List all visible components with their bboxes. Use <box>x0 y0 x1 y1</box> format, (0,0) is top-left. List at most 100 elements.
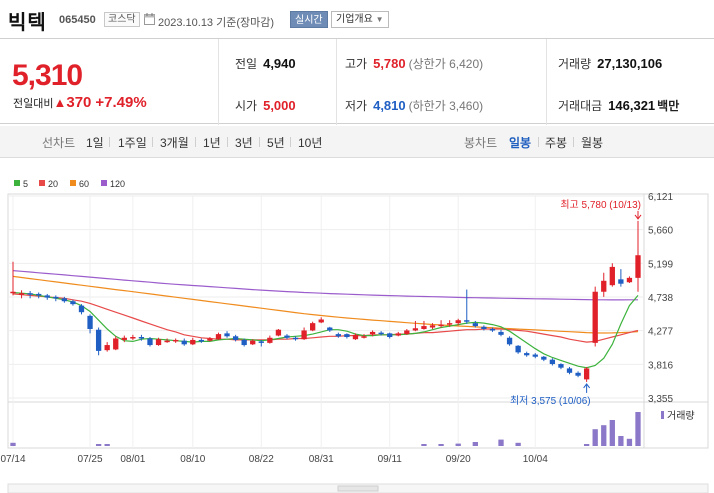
divider <box>227 137 228 147</box>
candle-body <box>275 329 282 336</box>
tab-daily[interactable]: 일봉 <box>509 136 532 150</box>
price-plot-frame <box>7 193 709 403</box>
volume-bar <box>601 425 607 446</box>
divider <box>573 137 574 147</box>
stock-name: 빅텍 <box>8 12 47 34</box>
legend-swatch <box>39 180 45 186</box>
candle-body <box>138 337 145 339</box>
legend-swatch <box>70 180 76 186</box>
candle-body <box>78 305 85 313</box>
legend-label: 20 <box>48 179 58 189</box>
candle-body <box>566 368 573 373</box>
tab-10y[interactable]: 10년 <box>298 136 323 150</box>
volume-bar <box>635 412 641 446</box>
line-chart-label: 선차트 <box>42 136 76 150</box>
candle-body <box>498 331 504 335</box>
calendar-icon <box>144 13 155 25</box>
chart-canvas: 6,121 5,660 5,199 4,738 4,277 3,816 3,355 07/14… <box>0 179 709 493</box>
ma60-line <box>12 275 639 334</box>
y-tick-label: 3,816 <box>648 360 673 371</box>
candle-body <box>524 353 530 356</box>
candle-body <box>395 333 401 336</box>
candle-body <box>121 337 127 340</box>
tab-weekly[interactable]: 주봉 <box>545 136 568 150</box>
ma120-line <box>12 270 638 301</box>
overview-label: 기업개요 <box>336 14 373 25</box>
candle-body <box>549 359 556 365</box>
candle-body <box>232 336 239 340</box>
candlestick-chart[interactable]: 6,121 5,660 5,199 4,738 4,277 3,816 3,355 07/14… <box>0 158 714 493</box>
x-tick-label: 09/20 <box>446 454 471 465</box>
candle-body <box>387 333 393 338</box>
tab-monthly[interactable]: 월봉 <box>581 136 604 150</box>
ma5-line <box>12 291 639 369</box>
divider <box>546 39 547 125</box>
up-triangle-icon: ▲ <box>53 95 67 110</box>
tab-1w[interactable]: 1주일 <box>118 136 147 150</box>
candle-body <box>95 329 102 351</box>
candle-body <box>618 279 624 284</box>
candle-body <box>198 339 205 342</box>
open-price: 시가 5,000 <box>235 97 296 114</box>
low-label: 저가 <box>345 99 368 113</box>
candle-body <box>10 291 16 294</box>
candle-body <box>541 356 547 360</box>
volume-label: 거래량 <box>558 57 592 71</box>
date-suffix: 기준(장마감) <box>216 17 275 29</box>
tab-1y[interactable]: 1년 <box>203 136 221 150</box>
tab-3m[interactable]: 3개월 <box>160 136 189 150</box>
low-annotation: 최저 3,575 (10/06) <box>510 395 591 407</box>
volume-legend-label: 거래량 <box>667 410 695 422</box>
volume-bar <box>455 443 461 446</box>
divider <box>259 137 260 147</box>
divider <box>290 137 291 147</box>
tab-5y[interactable]: 5년 <box>267 136 285 150</box>
candle-body <box>104 345 110 351</box>
candle-body <box>558 364 564 368</box>
high-label: 고가 <box>345 57 368 71</box>
y-tick-label: 5,199 <box>648 259 673 270</box>
realtime-button[interactable]: 실시간 <box>290 11 328 28</box>
candle-body <box>344 334 350 338</box>
scrollbar-handle <box>337 485 379 492</box>
candle-body <box>310 323 316 331</box>
legend-label: 5 <box>23 179 28 189</box>
divider <box>109 137 110 147</box>
candle-body <box>635 255 641 278</box>
candle-body <box>207 338 213 341</box>
market-badge: 코스닥 <box>104 12 140 27</box>
candle-body <box>318 319 324 323</box>
candle-body <box>250 340 256 345</box>
candle-body <box>147 338 153 346</box>
candle-body <box>61 298 68 302</box>
candle-body <box>284 335 290 338</box>
tab-3y[interactable]: 3년 <box>235 136 253 150</box>
candle-body <box>335 334 341 337</box>
candle-body <box>44 295 50 298</box>
base-date: 2023.10.13 기준(장마감) <box>158 14 274 30</box>
candle-body <box>455 320 461 324</box>
company-overview-dropdown[interactable]: 기업개요 ▼ <box>331 11 389 28</box>
candle-body <box>421 326 427 329</box>
amount-label: 거래대금 <box>558 99 603 113</box>
legend-label: 120 <box>110 179 125 189</box>
candle-body <box>301 330 307 340</box>
candle-body <box>18 293 25 295</box>
candle-body <box>472 323 478 327</box>
x-tick-label: 08/31 <box>309 454 334 465</box>
price-summary: 5,310 전일대비▲370 +7.49% 전일 4,940 시가 5,000 고가 5… <box>0 38 714 125</box>
volume-bar <box>10 442 16 446</box>
tab-1d[interactable]: 1일 <box>86 136 104 150</box>
candle-body <box>369 331 376 335</box>
volume-bar <box>609 420 615 446</box>
candle-body <box>190 339 196 345</box>
candle-body <box>224 333 230 337</box>
chart-period-tabs: 선차트 1일 1주일 3개월 1년 3년 5년 10년 봉차트 일봉 주봉 월봉 <box>0 126 714 158</box>
amount-unit: 백만 <box>657 99 680 113</box>
y-tick-label: 5,660 <box>648 226 673 237</box>
x-tick-label: 09/11 <box>378 454 403 465</box>
candle-body <box>327 327 333 331</box>
volume-bar <box>515 442 521 446</box>
candle-body <box>575 372 581 376</box>
candle-body <box>481 326 487 329</box>
